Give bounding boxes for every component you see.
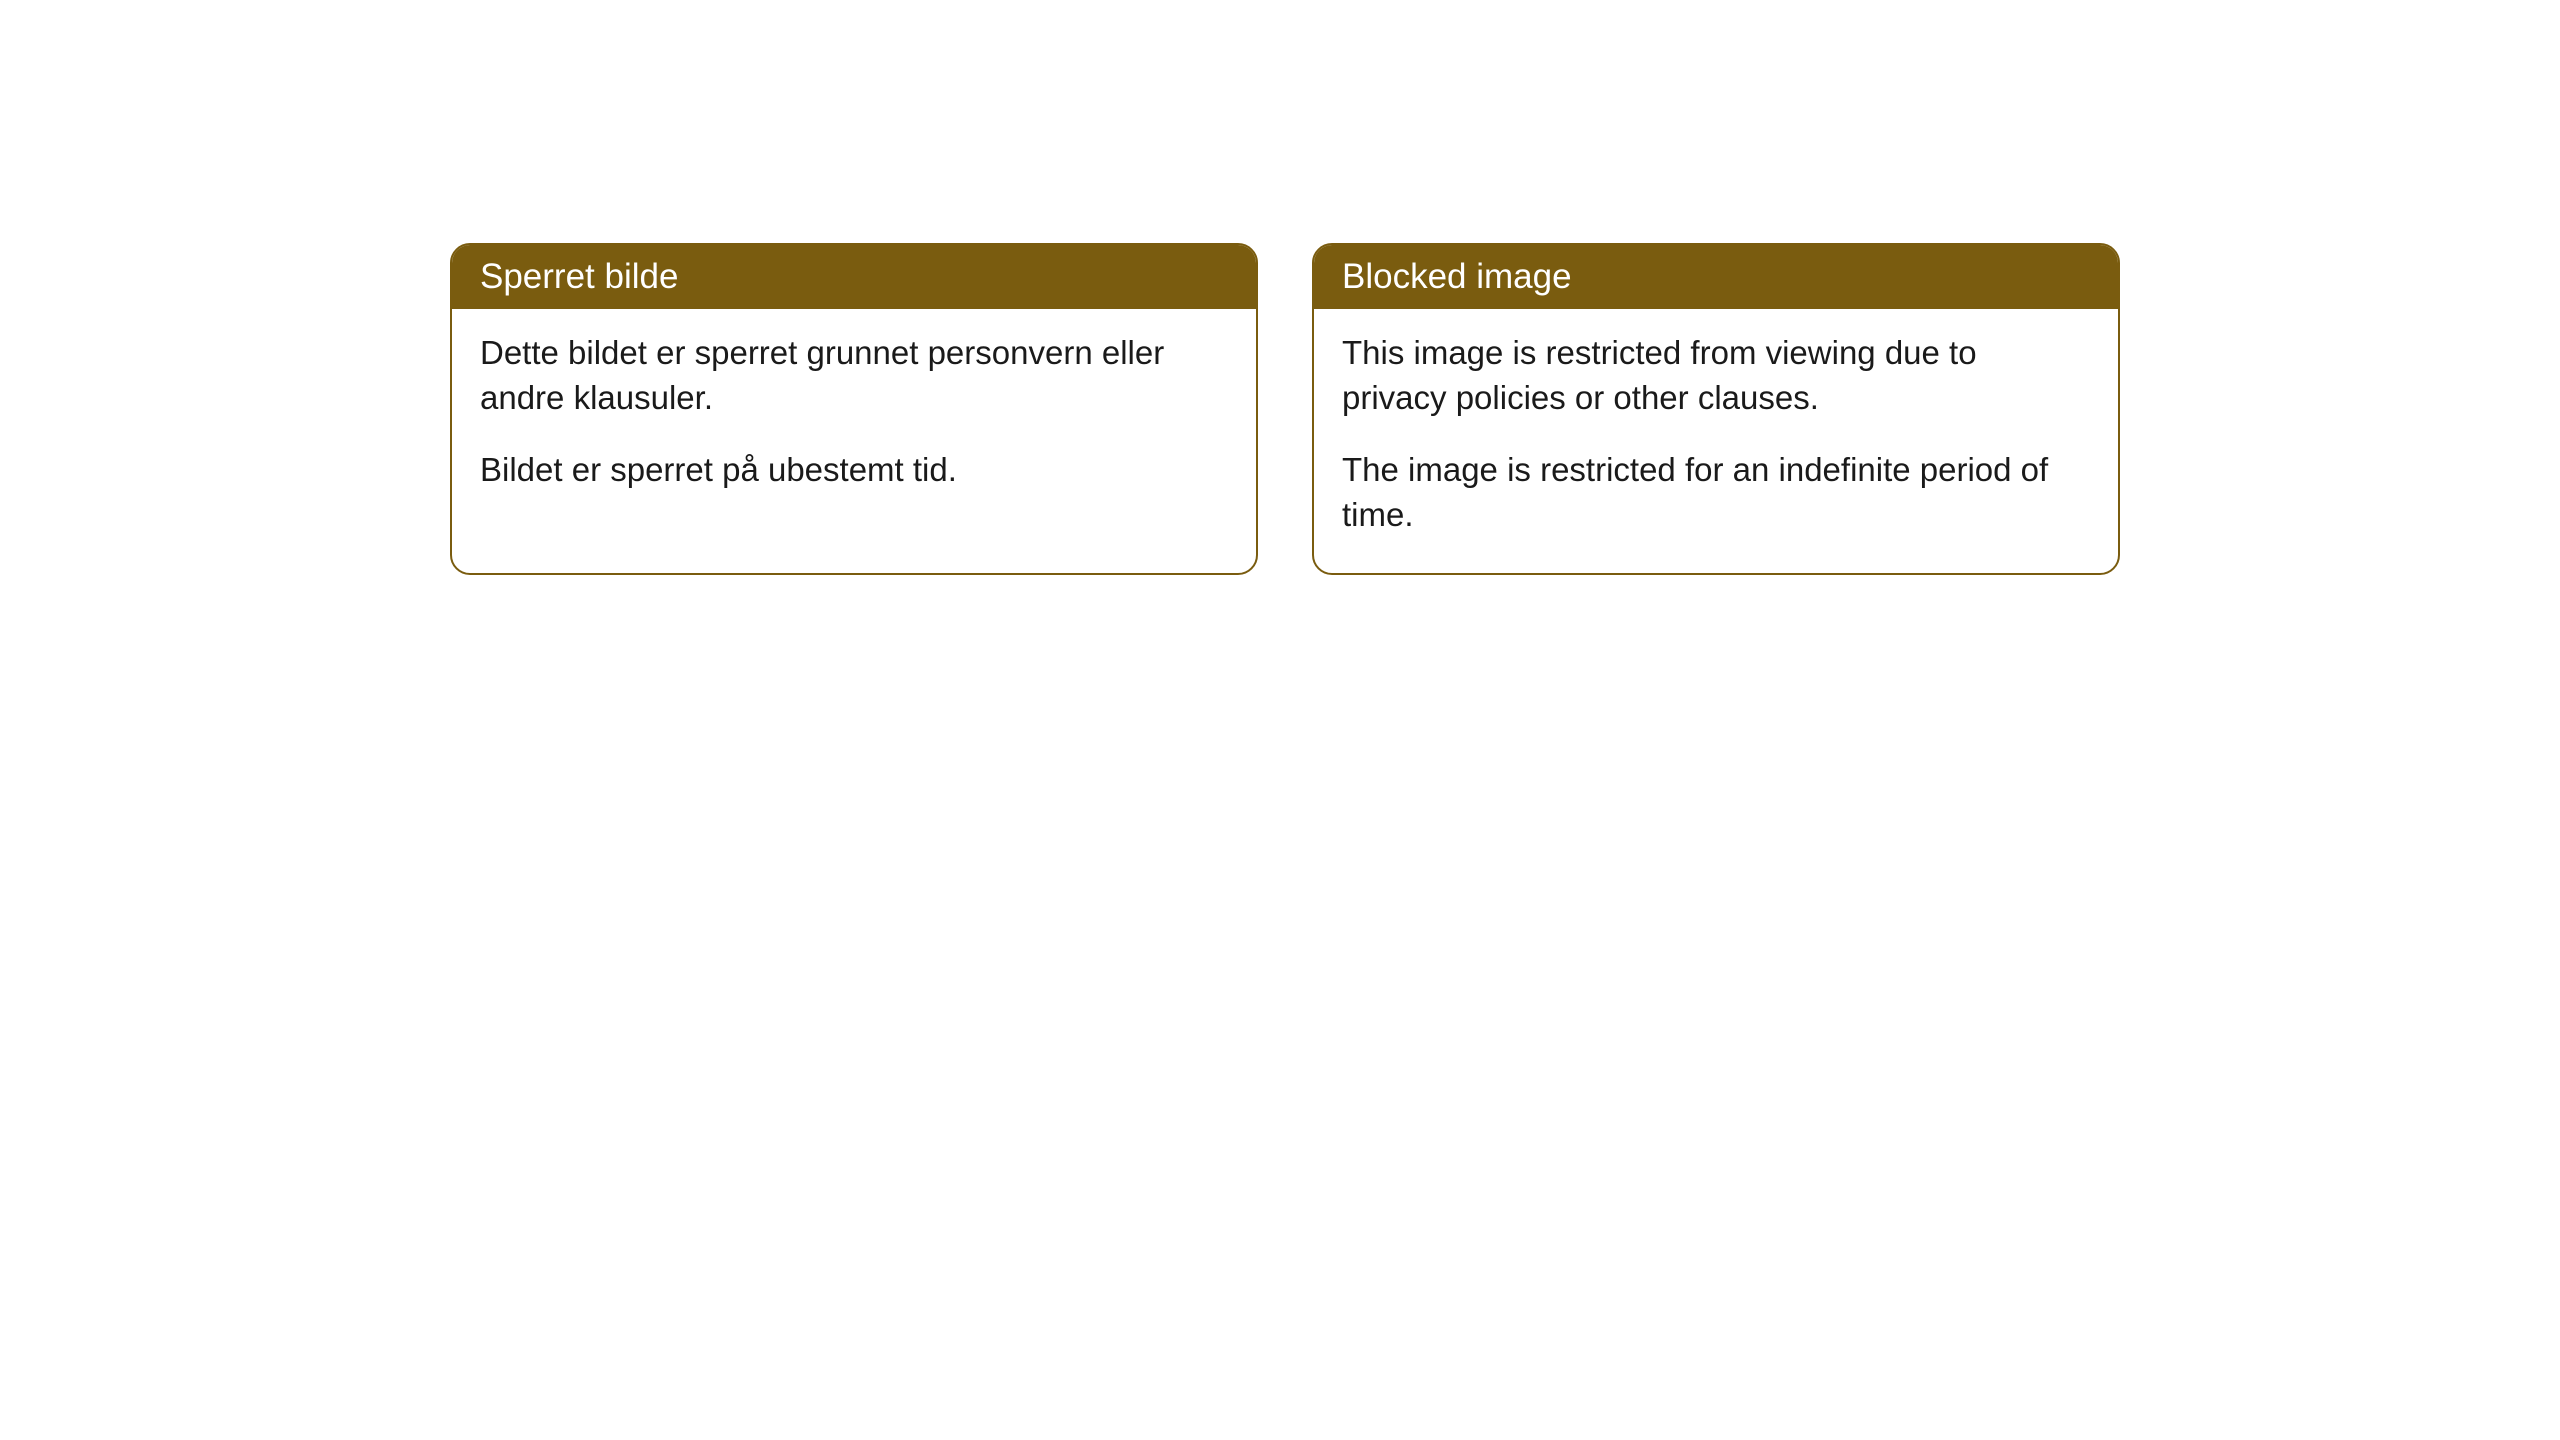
notice-paragraph-2: The image is restricted for an indefinit… (1342, 448, 2090, 537)
notice-paragraph-1: This image is restricted from viewing du… (1342, 331, 2090, 420)
card-body: This image is restricted from viewing du… (1314, 309, 2118, 573)
notice-paragraph-2: Bildet er sperret på ubestemt tid. (480, 448, 1228, 493)
card-header: Sperret bilde (452, 245, 1256, 309)
notice-paragraph-1: Dette bildet er sperret grunnet personve… (480, 331, 1228, 420)
notice-cards-container: Sperret bilde Dette bildet er sperret gr… (450, 243, 2120, 575)
blocked-image-card-english: Blocked image This image is restricted f… (1312, 243, 2120, 575)
card-header: Blocked image (1314, 245, 2118, 309)
card-title: Sperret bilde (480, 257, 678, 296)
card-title: Blocked image (1342, 257, 1572, 296)
card-body: Dette bildet er sperret grunnet personve… (452, 309, 1256, 529)
blocked-image-card-norwegian: Sperret bilde Dette bildet er sperret gr… (450, 243, 1258, 575)
